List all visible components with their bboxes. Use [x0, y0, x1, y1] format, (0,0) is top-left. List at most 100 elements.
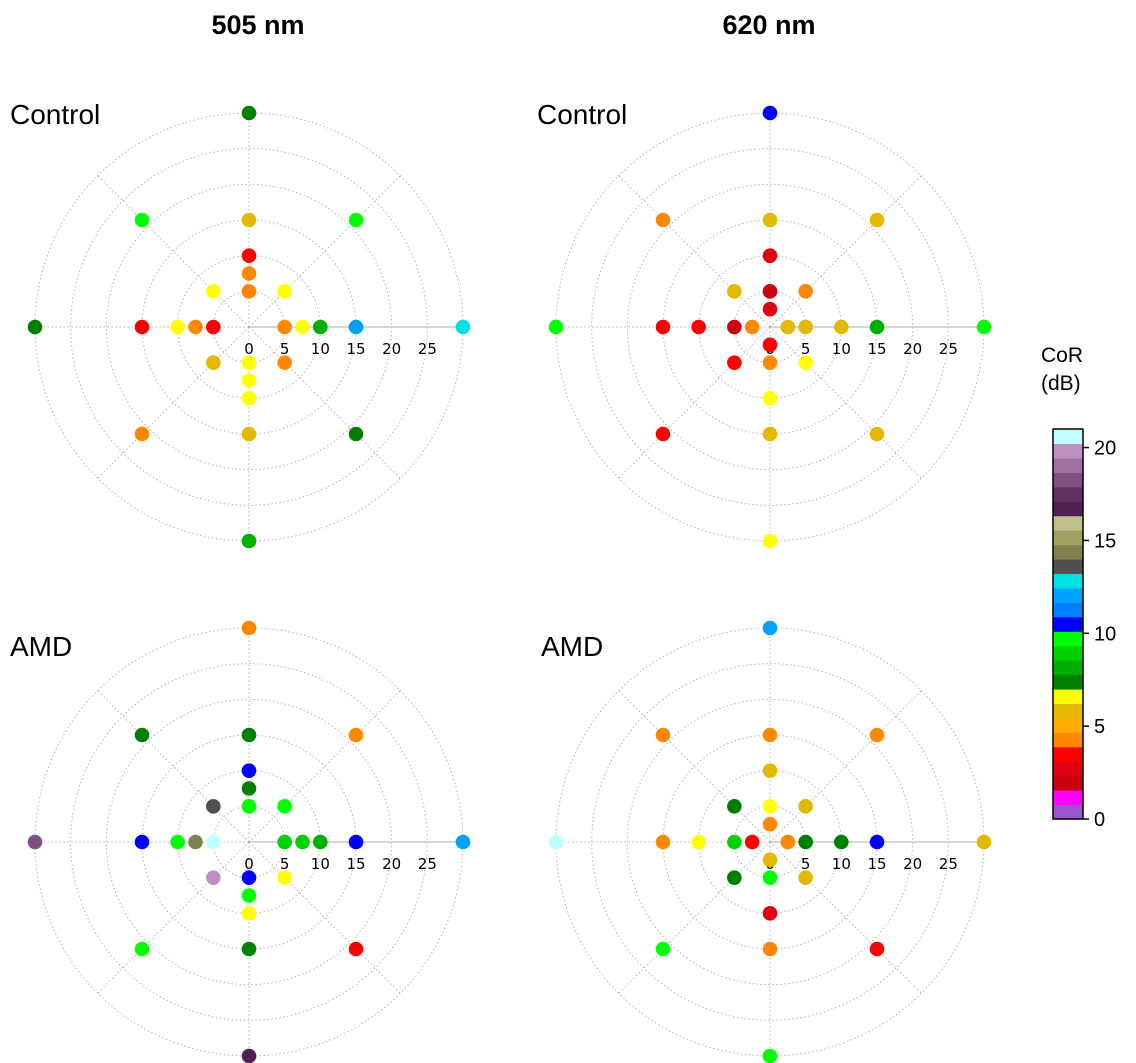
panel-label-620nm-control: Control	[537, 99, 627, 130]
data-points	[27, 105, 471, 549]
data-point	[869, 212, 885, 228]
data-point	[241, 620, 257, 636]
data-point	[134, 941, 150, 957]
data-point	[691, 319, 706, 335]
data-point	[241, 426, 257, 442]
colorbar-tick-label: 0	[1094, 809, 1105, 831]
data-point	[976, 319, 992, 335]
colorbar-frame	[1052, 428, 1084, 820]
data-point	[27, 834, 43, 850]
polar-panel-505nm-control: 0 5 10 15 20 25	[27, 105, 471, 549]
data-point	[295, 319, 310, 335]
data-point	[241, 212, 257, 228]
data-point	[241, 799, 257, 814]
colorbar-segment	[1053, 645, 1083, 661]
colorbar-segment	[1053, 703, 1083, 719]
data-point	[727, 284, 742, 299]
data-point	[655, 319, 671, 335]
data-point	[277, 870, 292, 885]
colorbar-segment	[1053, 660, 1083, 676]
data-point	[241, 906, 257, 921]
data-point	[206, 870, 221, 885]
radial-tick-label: 10	[311, 340, 330, 358]
data-point	[798, 834, 813, 850]
data-point	[798, 799, 813, 814]
grid-spoke	[618, 175, 771, 328]
radial-tick-label: 15	[346, 340, 365, 358]
data-point	[241, 373, 257, 388]
radial-tick-label: 10	[832, 340, 851, 358]
data-point	[206, 799, 221, 814]
colorbar-segment	[1053, 631, 1083, 647]
data-point	[277, 355, 292, 370]
data-point	[241, 391, 257, 406]
data-point	[655, 212, 671, 228]
data-point	[134, 834, 150, 850]
radial-tick-label: 25	[939, 340, 958, 358]
data-point	[548, 319, 564, 335]
data-point	[295, 834, 310, 850]
grid-spoke	[769, 175, 922, 328]
data-point	[744, 319, 760, 335]
data-point	[241, 1048, 257, 1063]
radial-tick-label: 15	[867, 340, 886, 358]
grid-spoke	[618, 841, 771, 994]
data-point	[655, 727, 671, 743]
data-point	[348, 426, 364, 442]
data-point	[762, 816, 778, 832]
data-point	[206, 834, 221, 850]
colorbar-segment	[1053, 573, 1083, 589]
radial-tick-label: 0	[244, 340, 254, 358]
data-point	[976, 834, 992, 850]
colorbar-segment	[1053, 746, 1083, 762]
column-title-620nm: 620 nm	[722, 10, 815, 40]
radial-tick-label: 10	[832, 855, 851, 873]
data-point	[762, 763, 778, 778]
data-point	[762, 533, 778, 549]
data-point	[348, 941, 364, 957]
colorbar-segment	[1053, 530, 1083, 546]
panel-label-620nm-amd: AMD	[541, 631, 603, 662]
colorbar-segment	[1053, 790, 1083, 806]
data-point	[869, 727, 885, 743]
data-point	[655, 834, 671, 850]
data-point	[727, 355, 742, 370]
radial-tick-label: 20	[382, 340, 401, 358]
polar-grid	[555, 627, 985, 1057]
data-point	[798, 870, 813, 885]
data-point	[348, 727, 364, 743]
data-point	[455, 834, 471, 850]
data-point	[241, 781, 257, 796]
data-point	[762, 870, 778, 885]
data-point	[869, 834, 885, 850]
data-point	[798, 319, 813, 335]
colorbar-segment	[1053, 501, 1083, 517]
panel-label-505nm-amd: AMD	[10, 631, 72, 662]
data-point	[762, 301, 778, 317]
data-point	[277, 834, 292, 850]
radial-tick-label: 20	[903, 855, 922, 873]
data-point	[348, 319, 364, 335]
colorbar-tick-label: 20	[1094, 438, 1116, 460]
data-point	[206, 284, 221, 299]
data-point	[762, 1048, 778, 1063]
colorbar-segment	[1053, 559, 1083, 575]
data-point	[798, 355, 813, 370]
column-title-505nm: 505 nm	[211, 10, 304, 40]
colorbar-tick-label: 5	[1094, 716, 1105, 738]
data-point	[188, 319, 203, 335]
data-point	[241, 941, 257, 957]
polar-panel-505nm-amd: 0 5 10 15 20 25	[27, 620, 471, 1063]
data-point	[762, 852, 778, 868]
polar-grid	[555, 112, 985, 542]
colorbar-segment	[1053, 616, 1083, 632]
data-points	[548, 105, 992, 549]
colorbar-segment	[1053, 486, 1083, 502]
data-point	[762, 799, 778, 814]
data-point	[762, 426, 778, 442]
data-point	[313, 834, 328, 850]
data-point	[134, 426, 150, 442]
